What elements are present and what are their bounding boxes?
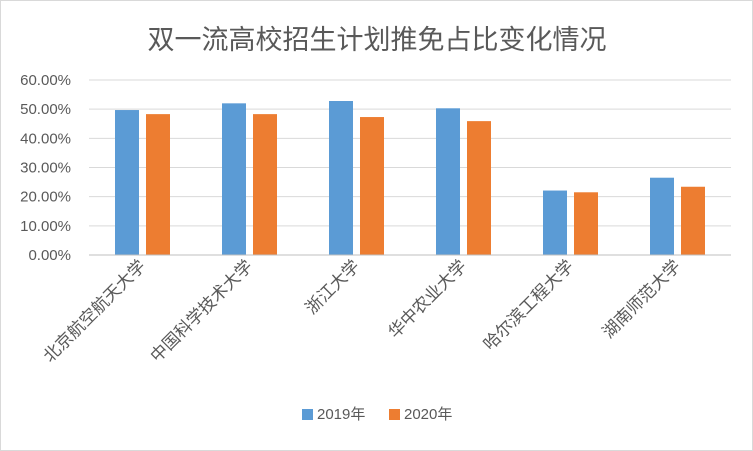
bar-2020年-湖南师范大学	[681, 186, 705, 255]
bar-2020年-哈尔滨工程大学	[574, 192, 598, 255]
y-tick-label: 40.00%	[20, 130, 71, 147]
bar-2020年-浙江大学	[360, 117, 384, 256]
x-category-label: 北京航空航天大学	[40, 256, 150, 366]
x-category-label: 浙江大学	[302, 256, 364, 318]
y-axis-tick-labels: 0.00% 10.00% 20.00% 30.00% 40.00% 50.00% 60.00…	[20, 72, 71, 264]
gridlines	[89, 79, 731, 227]
y-tick-label: 50.00%	[20, 101, 71, 118]
x-category-label: 华中农业大学	[385, 256, 471, 342]
y-tick-label: 0.00%	[28, 247, 71, 264]
y-tick-label: 30.00%	[20, 160, 71, 177]
bar-2019年-湖南师范大学	[650, 177, 674, 255]
bar-2020年-北京航空航天大学	[146, 114, 170, 255]
legend-swatch-2020年	[389, 409, 400, 420]
bar-2019年-浙江大学	[329, 101, 353, 255]
bar-2019年-哈尔滨工程大学	[543, 190, 567, 255]
bar-2020年-中国科学技术大学	[253, 114, 277, 255]
chart-title: 双一流高校招生计划推免占比变化情况	[148, 25, 607, 56]
y-tick-label: 20.00%	[20, 189, 71, 206]
bars	[115, 101, 705, 256]
x-category-label: 湖南师范大学	[599, 256, 685, 342]
bar-2019年-中国科学技术大学	[222, 103, 246, 255]
x-category-label: 中国科学技术大学	[147, 256, 257, 366]
bar-2020年-华中农业大学	[467, 121, 491, 255]
y-tick-label: 60.00%	[20, 72, 71, 89]
legend-label: 2020年	[404, 406, 452, 423]
x-category-label: 哈尔滨工程大学	[480, 256, 578, 354]
legend-label: 2019年	[317, 406, 365, 423]
bar-2019年-北京航空航天大学	[115, 110, 139, 256]
y-tick-label: 10.00%	[20, 218, 71, 235]
legend-swatch-2019年	[302, 409, 313, 420]
legend: 2019年 2020年	[302, 406, 452, 423]
bar-2019年-华中农业大学	[436, 108, 460, 256]
